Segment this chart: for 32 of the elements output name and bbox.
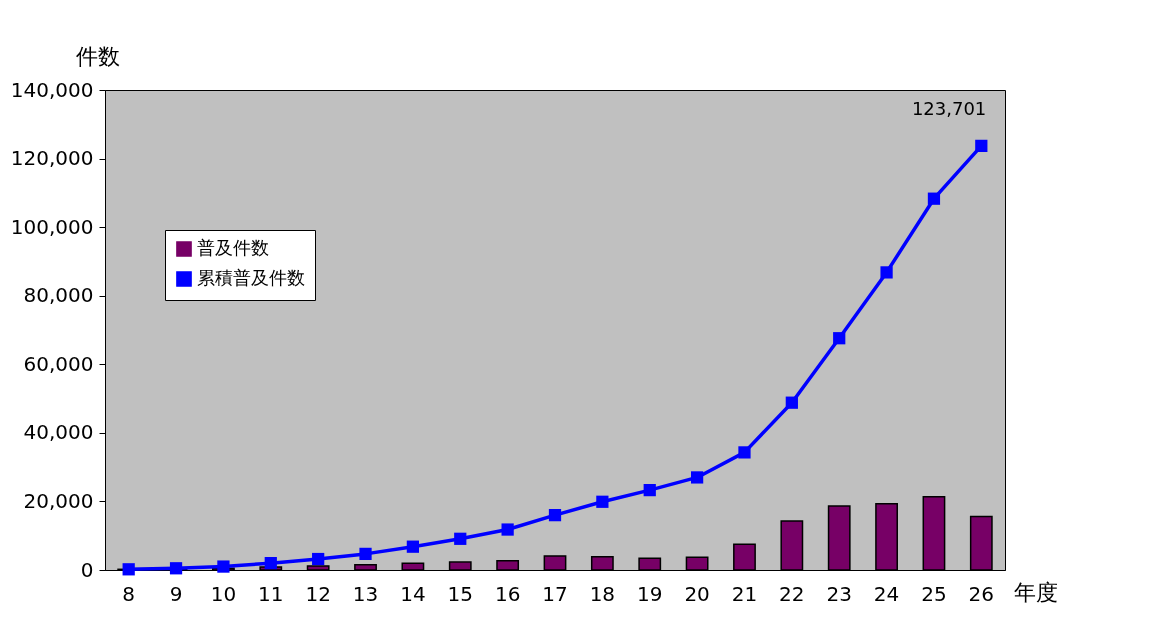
y-tick-label: 40,000 <box>23 420 94 445</box>
y-tick-label: 20,000 <box>23 488 94 513</box>
x-tick-label: 16 <box>494 581 521 606</box>
y-tick-label: 80,000 <box>23 283 94 308</box>
x-tick-label: 22 <box>779 581 805 606</box>
x-tick-label: 11 <box>258 581 284 606</box>
x-tick-label: 9 <box>169 581 183 606</box>
annotation: 123,701 <box>911 97 987 119</box>
x-tick-label: 10 <box>210 581 237 606</box>
y-tick-label: 0 <box>80 557 94 582</box>
x-tick-label: 19 <box>637 581 663 606</box>
x-tick-label: 17 <box>542 581 568 606</box>
y-tick-label: 120,000 <box>10 146 94 171</box>
x-tick-label: 14 <box>400 581 426 606</box>
x-tick-label: 18 <box>589 581 616 606</box>
x-tick-label: 20 <box>684 581 710 606</box>
x-tick-label: 26 <box>968 581 995 606</box>
y-tick-label: 140,000 <box>10 77 94 102</box>
legend-label: 累積普及件数 <box>197 267 305 288</box>
x-tick-label: 8 <box>122 581 136 606</box>
x-tick-label: 15 <box>447 581 473 606</box>
x-tick-label: 24 <box>873 581 900 606</box>
x-tick-label: 13 <box>352 581 379 606</box>
x-axis-title: 年度 <box>1013 579 1058 605</box>
x-tick-label: 21 <box>731 581 758 606</box>
y-axis-title: 件数 <box>75 43 120 69</box>
y-tick-label: 100,000 <box>10 214 94 239</box>
x-tick-label: 25 <box>921 581 947 606</box>
x-tick-label: 12 <box>305 581 331 606</box>
y-tick-label: 60,000 <box>23 351 94 376</box>
x-tick-label: 23 <box>826 581 852 606</box>
legend-label: 普及件数 <box>197 237 269 258</box>
